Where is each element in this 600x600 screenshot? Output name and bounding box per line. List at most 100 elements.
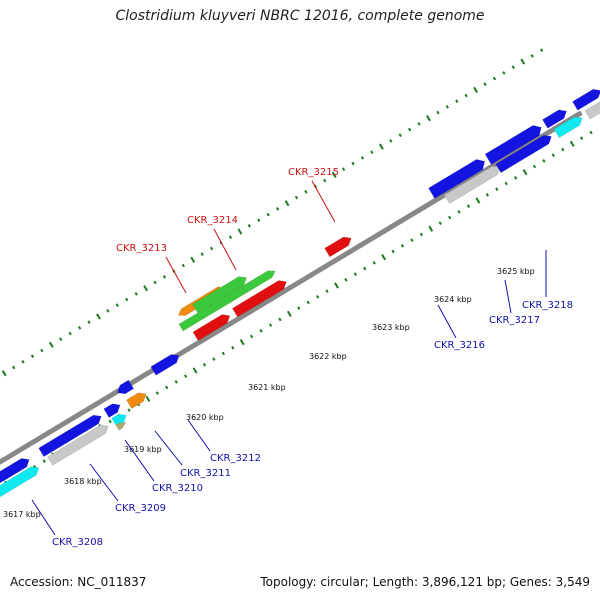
- gene-arrow: [38, 414, 102, 457]
- outer-tick: [247, 224, 251, 228]
- kbp-label: 3622 kbp: [309, 352, 347, 361]
- outer-tick: [445, 105, 449, 109]
- inner-tick: [165, 385, 169, 390]
- inner-tick: [495, 187, 499, 191]
- kbp-label: 3619 kbp: [124, 445, 162, 454]
- backbone-line: [0, 110, 583, 471]
- inner-tick: [457, 210, 461, 214]
- inner-tick: [569, 140, 575, 147]
- outer-tick: [181, 263, 185, 268]
- leader-line: [165, 256, 187, 294]
- gene-arrow: [192, 276, 247, 314]
- gene-arrow: [542, 109, 567, 129]
- outer-tick: [228, 235, 233, 239]
- inner-tick: [381, 254, 387, 261]
- outer-tick: [304, 190, 308, 194]
- gene-label: CKR_3217: [489, 315, 540, 326]
- gene-arrow: [553, 116, 583, 139]
- outer-tick: [360, 156, 365, 160]
- inner-tick: [589, 130, 593, 135]
- outer-tick: [134, 292, 138, 296]
- outer-tick: [209, 246, 214, 251]
- inner-tick: [278, 317, 282, 322]
- inner-tick: [127, 408, 131, 412]
- gene-arrow: [495, 135, 552, 174]
- gene-arrow: [150, 354, 180, 376]
- outer-tick: [1, 370, 7, 377]
- gene-label: CKR_3211: [180, 468, 231, 479]
- outer-tick: [389, 139, 393, 143]
- inner-tick: [447, 215, 452, 220]
- outer-tick: [502, 71, 506, 75]
- outer-tick: [40, 348, 44, 353]
- inner-tick: [325, 289, 329, 293]
- inner-tick: [145, 395, 151, 402]
- outer-tick: [77, 326, 82, 330]
- outer-tick: [153, 280, 157, 285]
- outer-tick: [370, 150, 374, 155]
- gene-arrow: [192, 314, 231, 341]
- leader-line: [124, 439, 155, 482]
- leader-line: [504, 279, 512, 314]
- leader-line: [311, 180, 336, 223]
- inner-tick: [353, 272, 357, 276]
- gene-arrow: [324, 236, 352, 258]
- gene-arrow: [232, 280, 287, 318]
- inner-tick: [504, 181, 508, 186]
- inner-tick: [466, 204, 471, 208]
- leader-line: [89, 463, 119, 502]
- outer-tick: [11, 365, 16, 370]
- inner-tick: [542, 159, 546, 163]
- gene-label: CKR_3218: [522, 300, 573, 311]
- kbp-label: 3618 kbp: [64, 477, 102, 486]
- inner-tick: [297, 306, 301, 310]
- outer-tick: [530, 54, 534, 58]
- inner-tick: [286, 310, 292, 317]
- outer-tick: [407, 127, 412, 132]
- inner-tick: [561, 147, 565, 152]
- kbp-label: 3620 kbp: [186, 413, 224, 422]
- inner-tick: [231, 345, 235, 350]
- inner-tick: [363, 266, 367, 271]
- inner-tick: [249, 334, 254, 339]
- outer-tick: [294, 195, 299, 200]
- outer-tick: [331, 171, 337, 178]
- genome-summary: Topology: circular; Length: 3,896,121 bp…: [260, 575, 590, 589]
- inner-tick: [259, 329, 263, 333]
- gene-label: CKR_3216: [434, 340, 485, 351]
- inner-tick: [438, 221, 442, 225]
- inner-tick: [183, 374, 188, 378]
- inner-tick: [391, 249, 395, 254]
- outer-tick: [266, 212, 270, 217]
- outer-tick: [106, 309, 110, 313]
- inner-tick: [315, 295, 320, 299]
- outer-tick: [48, 341, 54, 348]
- outer-tick: [539, 48, 544, 53]
- outer-tick: [162, 275, 167, 279]
- inner-tick: [485, 193, 489, 197]
- kbp-label: 3621 kbp: [248, 383, 286, 392]
- inner-tick: [212, 357, 216, 361]
- outer-tick: [492, 76, 497, 81]
- gene-arrow: [0, 458, 30, 490]
- gene-arrow: [0, 466, 40, 499]
- inner-tick: [522, 169, 528, 176]
- kbp-label: 3617 kbp: [3, 510, 41, 519]
- gene-arrow: [584, 97, 600, 120]
- inner-tick: [410, 238, 414, 242]
- gene-label: CKR_3208: [52, 537, 103, 548]
- outer-tick: [426, 115, 431, 122]
- leader-line: [31, 499, 56, 536]
- inner-tick: [174, 379, 178, 384]
- inner-tick: [428, 225, 434, 232]
- gene-arrow: [103, 403, 121, 418]
- outer-tick: [520, 58, 526, 65]
- kbp-label: 3624 kbp: [434, 295, 472, 304]
- gene-label: CKR_3210: [152, 483, 203, 494]
- outer-tick: [257, 218, 261, 222]
- gene-label: CKR_3214: [187, 215, 238, 226]
- leader-line: [437, 304, 457, 339]
- leader-line: [213, 228, 237, 271]
- inner-tick: [532, 164, 537, 169]
